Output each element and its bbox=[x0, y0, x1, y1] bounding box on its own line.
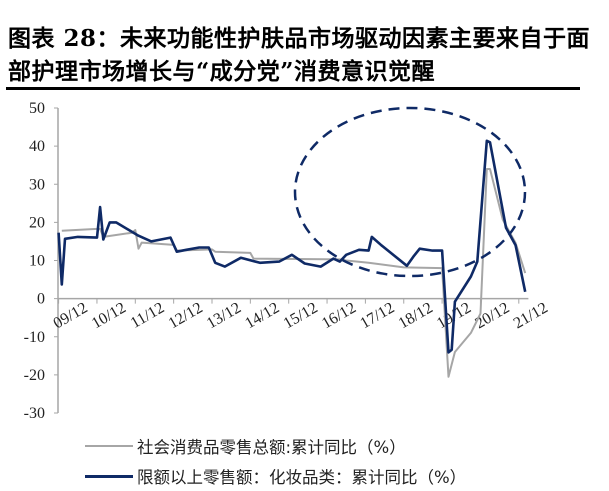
x-tick-label: 17/12 bbox=[357, 299, 397, 332]
x-tick-label: 16/12 bbox=[319, 299, 359, 332]
legend-item-retail: 社会消费品零售总额:累计同比（%） bbox=[85, 434, 406, 458]
y-tick-label: 0 bbox=[37, 291, 45, 308]
y-tick-label: 50 bbox=[29, 100, 45, 117]
chart-title: 图表 28：未来功能性护肤品市场驱动因素主要来自于面部护理市场增长与“成分党”消… bbox=[8, 25, 591, 85]
x-tick-label: 09/12 bbox=[51, 299, 91, 332]
y-tick-label: 40 bbox=[29, 138, 45, 155]
series-line-cosmetics bbox=[57, 139, 527, 354]
x-tick-label: 15/12 bbox=[281, 299, 321, 332]
y-tick-label: -20 bbox=[24, 367, 45, 384]
y-tick-label: -30 bbox=[24, 405, 45, 422]
x-tick-label: 14/12 bbox=[242, 299, 282, 332]
legend-swatch-gray bbox=[85, 445, 133, 447]
x-tick-label: 11/12 bbox=[128, 299, 168, 332]
y-tick-label: -10 bbox=[24, 329, 45, 346]
x-tick-label: 21/12 bbox=[511, 299, 551, 332]
x-tick-label: 10/12 bbox=[89, 299, 129, 332]
legend-item-cosmetics: 限额以上零售额：化妆品类：累计同比（%） bbox=[85, 464, 466, 488]
x-tick-label: 13/12 bbox=[204, 299, 244, 332]
x-tick-label: 12/12 bbox=[166, 299, 206, 332]
highlight-ellipse bbox=[293, 106, 527, 278]
legend-swatch-navy bbox=[85, 474, 133, 478]
y-tick-label: 10 bbox=[29, 253, 45, 270]
legend-label: 社会消费品零售总额:累计同比（%） bbox=[137, 438, 406, 457]
y-tick-label: 20 bbox=[29, 214, 45, 231]
title-divider bbox=[6, 87, 580, 90]
x-tick-label: 18/12 bbox=[396, 299, 436, 332]
series-line-retail bbox=[61, 168, 527, 378]
y-tick-label: 30 bbox=[29, 176, 45, 193]
legend-label: 限额以上零售额：化妆品类：累计同比（%） bbox=[137, 468, 467, 487]
